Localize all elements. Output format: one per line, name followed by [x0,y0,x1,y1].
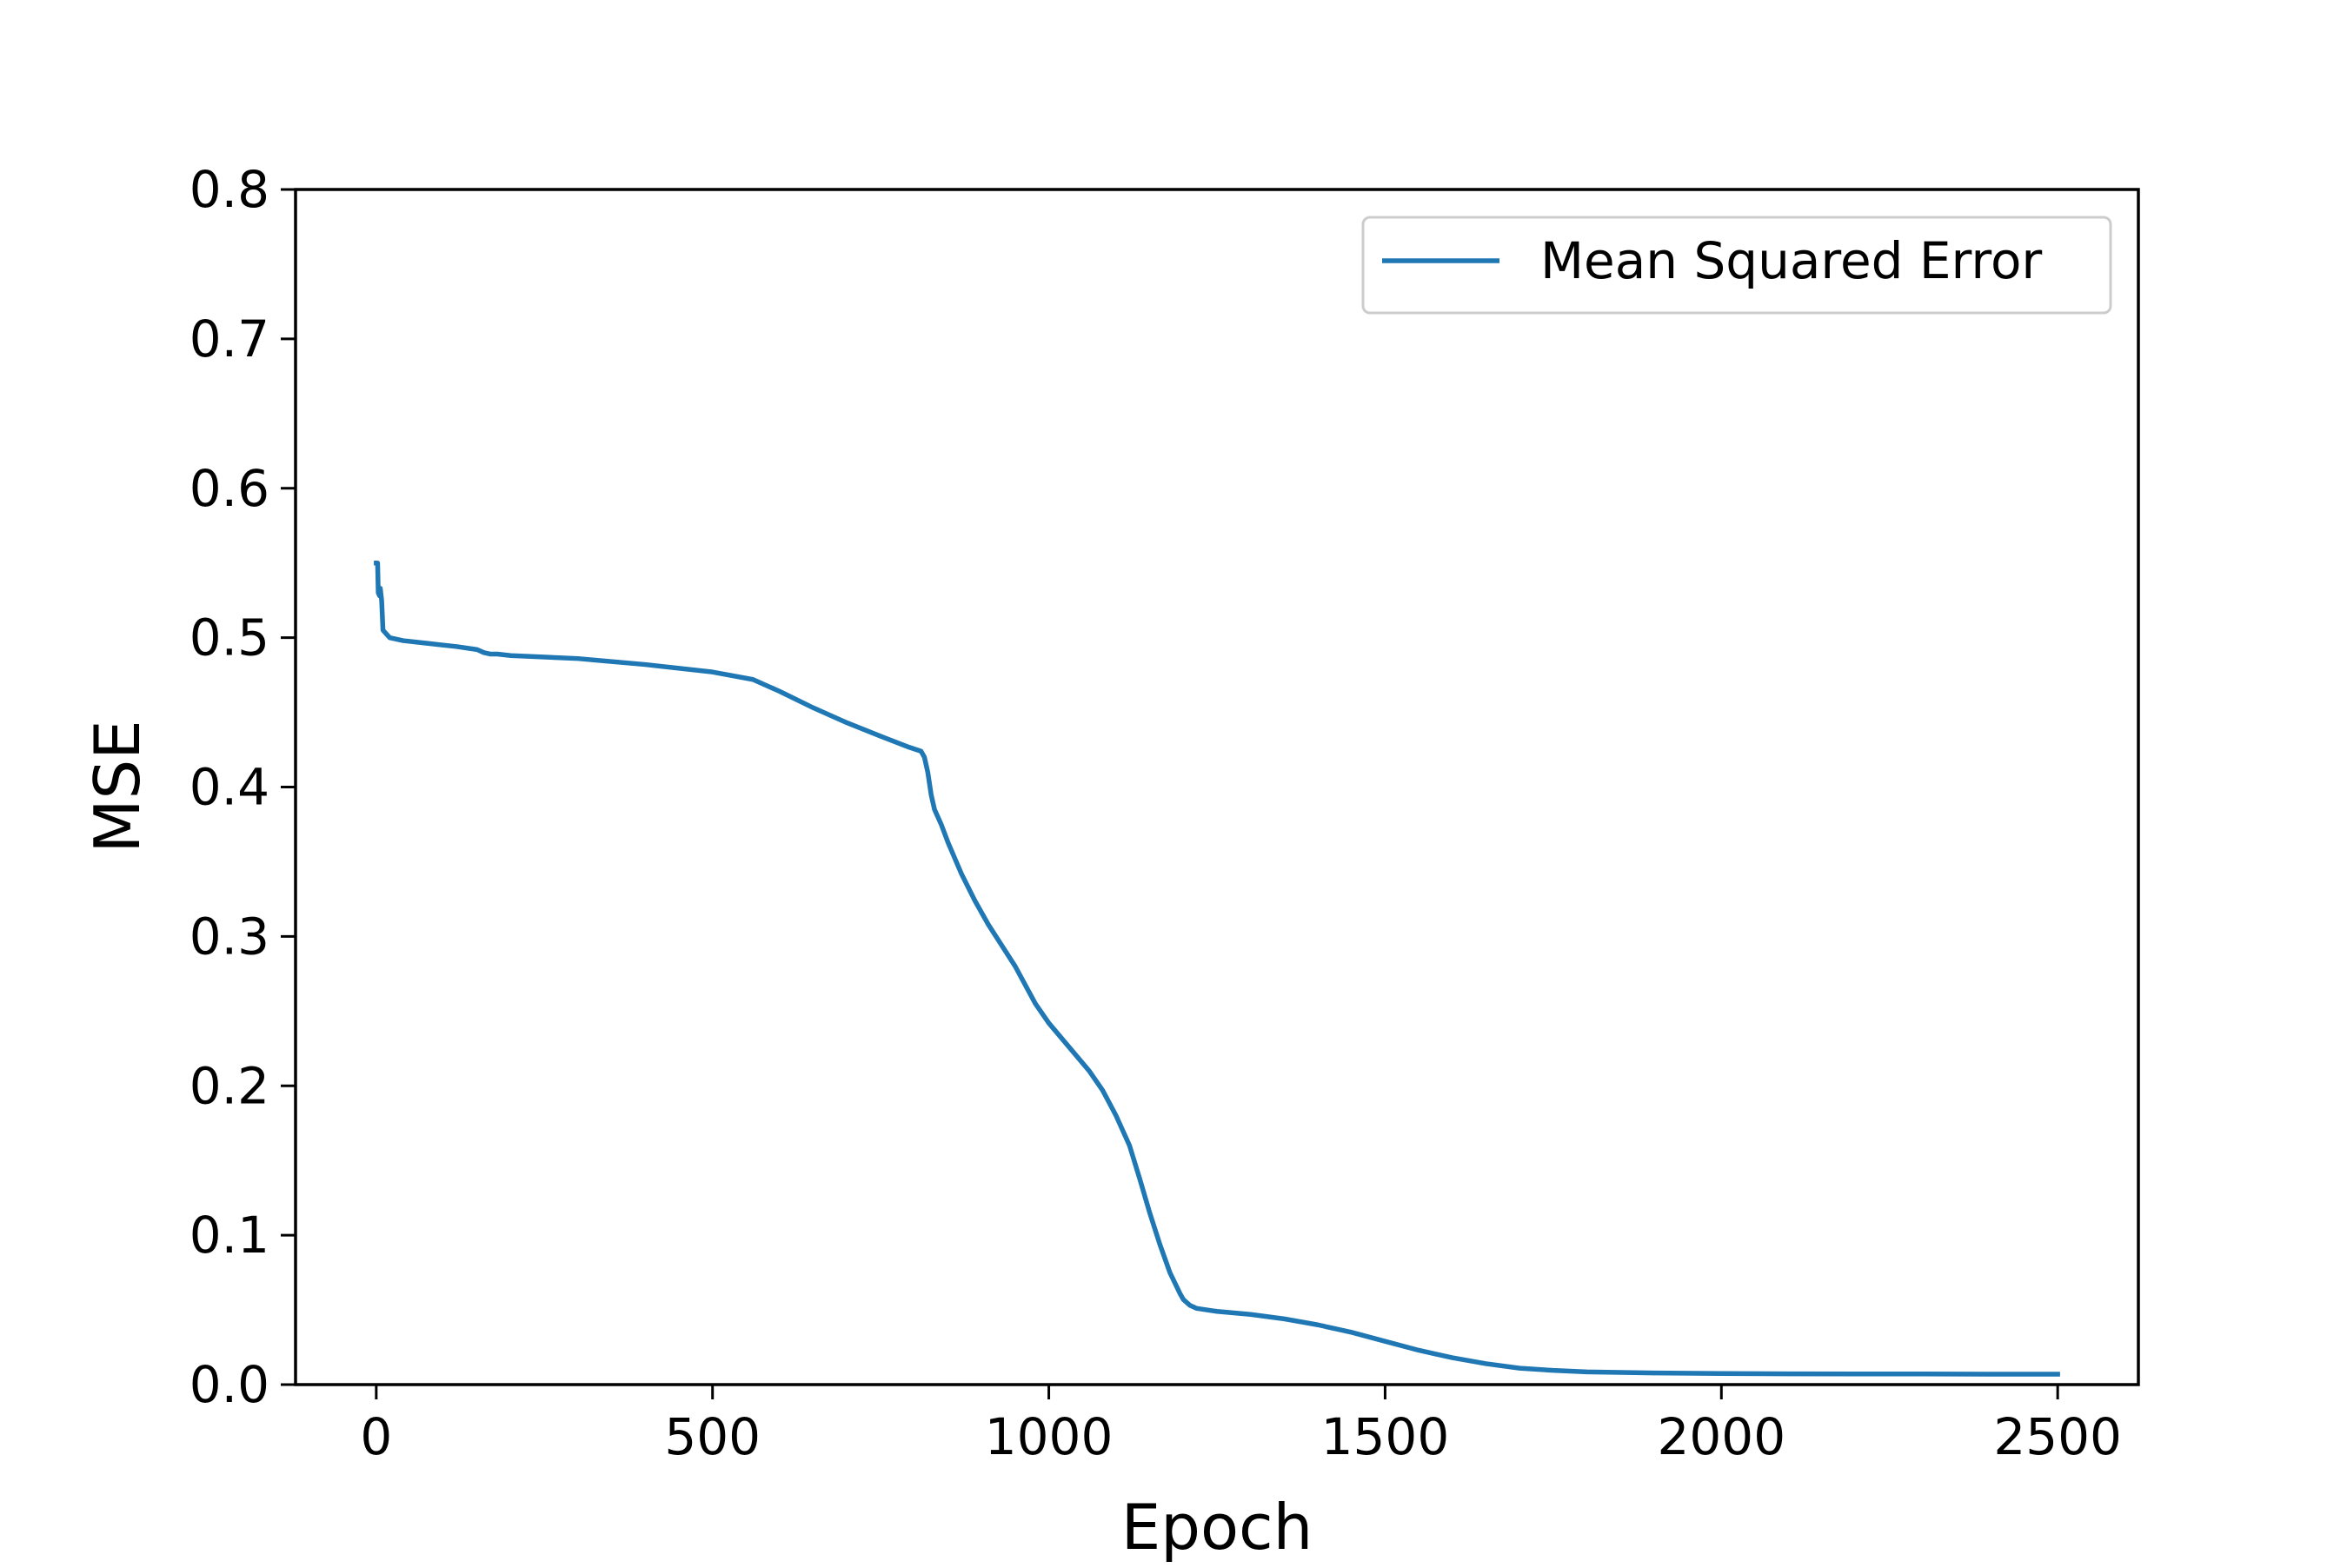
x-tick-label: 500 [664,1407,761,1466]
legend-frame [1361,216,2112,315]
series-layer [374,560,2060,1377]
x-tick-label: 0 [360,1407,392,1466]
y-tick-label: 0.4 [189,758,269,817]
x-tick-label: 1500 [1321,1407,1450,1466]
y-axis-ticks: 0.0 0.1 0.2 0.3 0.4 0.5 0.6 0.7 0.8 [189,160,296,1414]
y-tick-label: 0.1 [189,1206,269,1265]
y-tick-label: 0.0 [189,1355,269,1414]
y-axis-title: MSE [81,720,154,853]
x-axis-title: Epoch [1121,1491,1313,1564]
x-tick-label: 1000 [985,1407,1114,1466]
y-tick-label: 0.6 [189,459,269,518]
y-tick-label: 0.2 [189,1056,269,1115]
y-tick-label: 0.3 [189,907,269,966]
y-tick-label: 0.8 [189,160,269,219]
legend: Mean Squared Error [1361,216,2112,315]
plot-area-frame [294,188,2140,1386]
x-tick-label: 2500 [1993,1407,2122,1466]
y-tick-label: 0.7 [189,309,269,369]
y-tick-label: 0.5 [189,608,269,668]
x-axis-ticks: 0 500 1000 1500 2000 2500 [360,1385,2122,1466]
series-line-mean-squared-error [374,560,2060,1377]
legend-label-mean-squared-error: Mean Squared Error [1540,231,2042,290]
x-tick-label: 2000 [1657,1407,1785,1466]
